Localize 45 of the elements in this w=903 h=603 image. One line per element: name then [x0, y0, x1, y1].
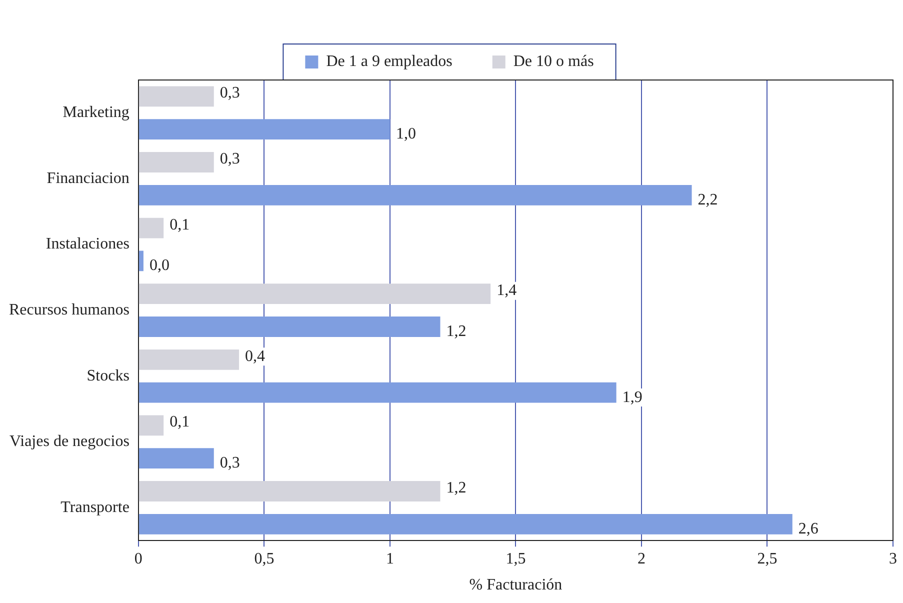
x-tick-label: 0,5 — [254, 550, 274, 568]
bar — [138, 514, 792, 534]
bar — [138, 284, 491, 304]
bar — [138, 481, 440, 502]
x-tick-label: 3 — [889, 550, 897, 568]
y-tick-label: Transporte — [60, 498, 130, 516]
y-tick-label: Instalaciones — [46, 236, 130, 253]
y-tick-label: Stocks — [86, 367, 130, 384]
data-label: 1,0 — [396, 126, 416, 143]
y-tick-label: Financiacion — [46, 170, 130, 187]
data-label: 1,2 — [446, 322, 466, 340]
data-label: 0,3 — [220, 454, 240, 472]
legend-label: De 10 o más — [513, 53, 594, 70]
data-label: 1,4 — [496, 282, 517, 300]
y-tick-label: Viajes de negocios — [10, 433, 130, 450]
data-label: 0,0 — [149, 257, 170, 274]
data-label: 0,1 — [170, 414, 190, 431]
data-label: 2,6 — [798, 520, 818, 538]
x-tick-label: 1 — [386, 550, 394, 568]
x-tick-label: 1,5 — [506, 550, 526, 568]
bar — [138, 86, 214, 107]
data-label: 0,4 — [245, 348, 266, 365]
bar — [138, 316, 440, 337]
x-tick-label: 2 — [637, 550, 646, 568]
bar — [138, 382, 616, 403]
bar — [138, 184, 692, 206]
bar — [138, 250, 144, 272]
bar — [138, 218, 164, 238]
data-label: 0,3 — [220, 150, 240, 168]
bar — [138, 349, 240, 370]
legend-label: De 1 a 9 empleados — [326, 53, 452, 70]
data-label: 1,9 — [622, 388, 642, 406]
bar — [138, 152, 214, 172]
data-label: 2,2 — [698, 191, 718, 208]
y-tick-label: Marketing — [62, 104, 130, 122]
x-tick-label: 0 — [134, 550, 142, 568]
bar — [138, 415, 164, 436]
y-tick-label: Recursos humanos — [8, 302, 130, 319]
x-axis-title: % Facturación — [469, 576, 562, 594]
bar — [138, 119, 390, 140]
x-tick-label: 2,5 — [757, 550, 778, 568]
data-label: 0,1 — [170, 216, 190, 234]
bar — [138, 448, 214, 469]
data-label: 1,2 — [446, 479, 466, 496]
data-label: 0,3 — [220, 84, 240, 102]
